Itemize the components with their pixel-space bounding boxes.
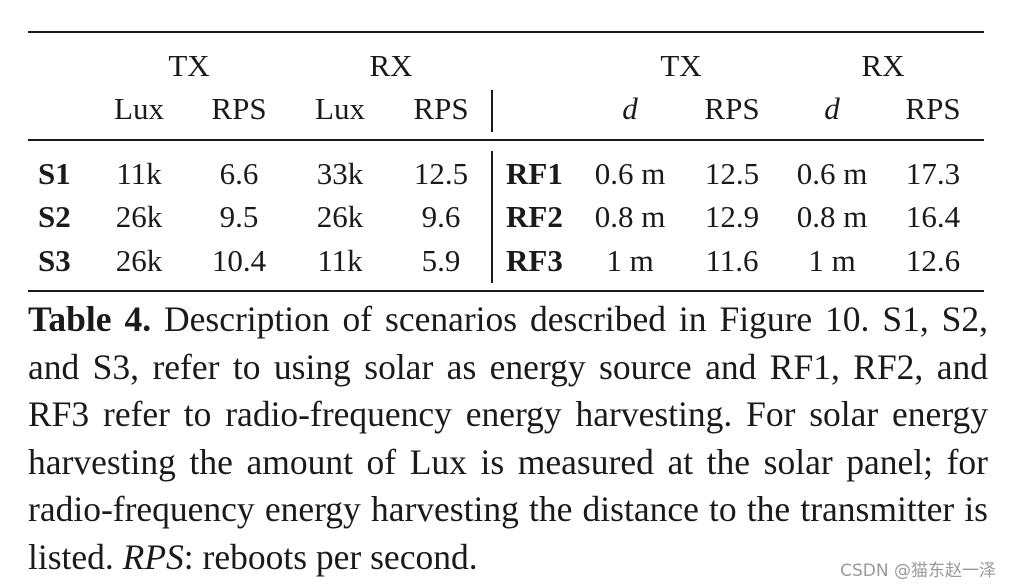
cell-rx-lux: 11k: [317, 243, 363, 278]
row-label-solar: S2: [38, 199, 71, 234]
cell-rx-distance: 0.6 m: [796, 156, 868, 191]
caption-rps-definition: : reboots per second.: [183, 536, 478, 577]
cell-rx-rps-rf: 17.3: [905, 156, 961, 191]
group-header-rf-rx: RX: [861, 48, 905, 83]
row-label-solar: S3: [38, 243, 71, 278]
subheader-tx-distance: d: [622, 91, 638, 126]
caption-text: Description of scenarios described in Fi…: [28, 299, 988, 577]
subheader-tx-rps: RPS: [211, 91, 267, 126]
cell-tx-distance: 0.8 m: [594, 199, 666, 234]
cell-rx-rps: 9.6: [421, 199, 461, 234]
cell-tx-rps-rf: 12.5: [704, 156, 760, 191]
cell-tx-rps: 6.6: [219, 156, 259, 191]
cell-rx-rps-rf: 16.4: [905, 199, 961, 234]
cell-rx-rps-rf: 12.6: [905, 243, 961, 278]
cell-tx-rps-rf: 12.9: [704, 199, 760, 234]
subheader-rx-rps: RPS: [413, 91, 469, 126]
row-label-solar: S1: [38, 156, 71, 191]
cell-tx-rps: 10.4: [211, 243, 267, 278]
cell-tx-distance: 1 m: [606, 243, 654, 278]
table-top-rule: [28, 31, 984, 33]
table-bottom-rule: [28, 290, 984, 292]
cell-rx-rps: 12.5: [413, 156, 469, 191]
watermark: CSDN @猫东赵一泽: [840, 556, 996, 581]
subheader-rx-lux: Lux: [315, 91, 365, 126]
subheader-rx-distance: d: [824, 91, 840, 126]
caption-label: Table 4.: [28, 299, 152, 339]
subheader-tx-rps-rf: RPS: [704, 91, 760, 126]
cell-rx-lux: 33k: [316, 156, 364, 191]
cell-tx-rps-rf: 11.6: [705, 243, 759, 278]
row-label-rf: RF1: [506, 156, 563, 191]
cell-tx-distance: 0.6 m: [594, 156, 666, 191]
cell-rx-rps: 5.9: [421, 243, 461, 278]
table-header-separator: [491, 90, 493, 132]
cell-tx-lux: 26k: [115, 243, 163, 278]
cell-tx-lux: 11k: [116, 156, 162, 191]
cell-tx-lux: 26k: [115, 199, 163, 234]
table-mid-rule: [28, 139, 984, 141]
group-header-solar-rx: RX: [369, 48, 413, 83]
cell-rx-distance: 1 m: [808, 243, 856, 278]
cell-rx-lux: 26k: [316, 199, 364, 234]
subheader-tx-lux: Lux: [114, 91, 164, 126]
row-label-rf: RF2: [506, 199, 563, 234]
table-body-separator: [491, 151, 493, 283]
table-caption: Table 4. Description of scenarios descri…: [28, 296, 988, 581]
cell-rx-distance: 0.8 m: [796, 199, 868, 234]
subheader-rx-rps-rf: RPS: [905, 91, 961, 126]
group-header-rf-tx: TX: [660, 48, 702, 83]
caption-rps-term: RPS: [122, 536, 184, 577]
group-header-solar-tx: TX: [168, 48, 210, 83]
cell-tx-rps: 9.5: [219, 199, 259, 234]
row-label-rf: RF3: [506, 243, 563, 278]
